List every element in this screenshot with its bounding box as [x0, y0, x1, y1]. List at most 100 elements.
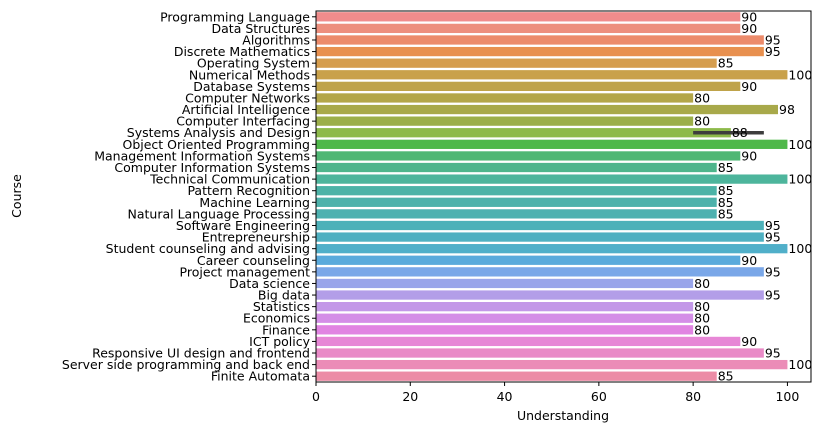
- y-tick-label: Entrepreneurship: [202, 230, 310, 245]
- y-tick-label: Technical Communication: [149, 172, 310, 187]
- data-label: 95: [765, 218, 781, 233]
- data-label: 85: [718, 369, 734, 384]
- data-label: 98: [779, 102, 795, 117]
- data-label: 80: [694, 311, 710, 326]
- bar: [316, 12, 741, 22]
- y-tick-label: Data science: [229, 276, 310, 291]
- data-label: 80: [694, 299, 710, 314]
- data-label: 80: [694, 322, 710, 337]
- bar: [316, 290, 764, 300]
- data-label: 90: [741, 79, 757, 94]
- x-tick-label: 20: [402, 389, 418, 404]
- y-tick-label: Artificial Intelligence: [182, 102, 310, 117]
- y-tick-label: ICT policy: [249, 334, 310, 349]
- bar: [316, 220, 764, 231]
- data-label: 85: [718, 183, 734, 198]
- bar: [316, 348, 764, 358]
- y-tick-label: Operating System: [197, 56, 310, 71]
- y-tick-label: Numerical Methods: [189, 67, 310, 82]
- y-axis-title: Course: [9, 174, 24, 218]
- bar: [316, 336, 741, 347]
- y-tick-label: Software Engineering: [176, 218, 310, 233]
- data-label: 88: [732, 125, 748, 140]
- y-tick-label: Systems Analysis and Design: [127, 125, 310, 140]
- y-tick-label: Server side programming and back end: [62, 357, 310, 372]
- data-label: 85: [718, 160, 734, 175]
- y-tick-label: Data Structures: [212, 21, 310, 36]
- data-label: 95: [765, 288, 781, 303]
- bars-group: [316, 12, 788, 381]
- data-label: 90: [741, 21, 757, 36]
- data-label: 90: [741, 148, 757, 163]
- x-tick-label: 0: [312, 389, 320, 404]
- y-tick-label: Computer Interfacing: [176, 114, 310, 129]
- data-label: 95: [765, 32, 781, 47]
- x-tick-label: 60: [591, 389, 607, 404]
- x-tick-label: 100: [775, 389, 799, 404]
- y-tick-label: Programming Language: [160, 9, 310, 24]
- data-label: 85: [718, 195, 734, 210]
- y-tick-label: Natural Language Processing: [128, 206, 311, 221]
- bar: [316, 255, 741, 265]
- x-tick-label: 40: [497, 389, 513, 404]
- data-label: 80: [694, 90, 710, 105]
- y-tick-label: Big data: [258, 288, 310, 303]
- data-label: 80: [694, 276, 710, 291]
- bar: [316, 186, 717, 196]
- plot-frame: [315, 10, 812, 383]
- data-label: 95: [765, 230, 781, 245]
- bar: [316, 267, 764, 277]
- data-label: 100: [788, 137, 812, 152]
- bar: [316, 174, 788, 184]
- bar: [316, 151, 741, 161]
- data-label: 100: [788, 241, 812, 256]
- y-tick-label: Project management: [180, 264, 311, 279]
- bar: [316, 46, 764, 57]
- bar: [316, 81, 741, 91]
- bar: [316, 371, 717, 381]
- data-label: 95: [765, 264, 781, 279]
- y-tick-label: Economics: [243, 311, 310, 326]
- y-tick-label: Computer Networks: [185, 90, 310, 105]
- bar: [316, 70, 788, 80]
- bar: [316, 116, 694, 126]
- data-label: 85: [718, 56, 734, 71]
- bar: [316, 197, 717, 207]
- y-tick-label: Statistics: [253, 299, 310, 314]
- bar: [316, 232, 764, 242]
- data-label: 95: [765, 346, 781, 361]
- data-label: 85: [718, 206, 734, 221]
- y-tick-label: Career counseling: [197, 253, 310, 268]
- bar: [316, 128, 731, 138]
- y-tick-label: Database Systems: [193, 79, 310, 94]
- data-label: 90: [741, 253, 757, 268]
- x-axis-title: Understanding: [517, 408, 609, 423]
- y-tick-label: Student counseling and advising: [106, 241, 310, 256]
- bar: [316, 93, 694, 103]
- y-tick-label: Management Information Systems: [94, 148, 310, 163]
- bar: [316, 302, 694, 312]
- y-tick-label: Machine Learning: [199, 195, 310, 210]
- y-tick-label: Pattern Recognition: [187, 183, 310, 198]
- data-label: 100: [788, 172, 812, 187]
- data-label: 100: [788, 67, 812, 82]
- bar: [316, 162, 717, 173]
- y-tick-label: Finance: [262, 322, 310, 337]
- x-tick-label: 80: [685, 389, 701, 404]
- data-label: 90: [741, 334, 757, 349]
- bar: [316, 58, 717, 68]
- data-label: 95: [765, 44, 781, 59]
- x-ticks-group: 0 20 40 60 80 100: [312, 382, 799, 404]
- y-tick-label: Object Oriented Programming: [123, 137, 311, 152]
- y-tick-label: Responsive UI design and frontend: [92, 346, 310, 361]
- data-label: 80: [694, 114, 710, 129]
- data-label: 90: [741, 9, 757, 24]
- data-label: 100: [788, 357, 812, 372]
- bar: [316, 209, 717, 219]
- data-labels-group: 9090959585100908098808810090851008585859…: [694, 9, 812, 383]
- bar: [316, 313, 694, 323]
- bar: [316, 139, 788, 149]
- y-tick-label: Computer Information Systems: [114, 160, 310, 175]
- bar: [316, 35, 764, 45]
